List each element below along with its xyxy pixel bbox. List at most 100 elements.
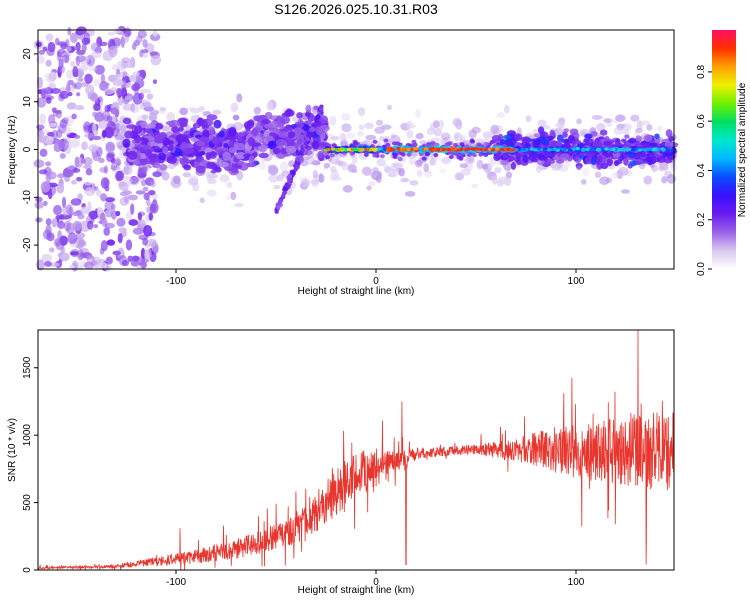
spectrogram-cell: [576, 118, 582, 125]
spectrogram-cell: [35, 217, 43, 223]
spectrogram-cell: [576, 165, 582, 170]
snr-frame: [37, 329, 675, 571]
spectrogram-cell: [635, 127, 644, 134]
spectrogram-cell: [65, 46, 72, 52]
spectrogram-cell: [648, 142, 658, 147]
spectrogram-cell: [529, 147, 534, 151]
spectrogram-cell: [218, 130, 225, 138]
spectrogram-cell: [575, 146, 580, 151]
snr-y-tick-label: 1500: [22, 356, 33, 379]
spectrogram-cell: [352, 139, 358, 144]
spectrogram-cell: [365, 147, 370, 152]
spectrogram-cell: [85, 168, 93, 176]
spectrogram-cell: [377, 147, 383, 151]
spectrogram-cell: [315, 114, 320, 120]
spectrogram-cell: [148, 242, 157, 247]
spectrogram-cell: [288, 174, 293, 179]
spectrogram-cell: [624, 134, 630, 139]
spectrogram-cell: [295, 160, 300, 166]
spectrogram-cell: [251, 128, 259, 137]
spectrogram-cell: [127, 194, 139, 201]
spectrogram-cell: [143, 225, 153, 237]
spectrogram-cell: [159, 106, 166, 115]
spectrogram-cell: [61, 126, 72, 136]
spectrogram-cell: [104, 104, 111, 113]
spectrogram-cell: [230, 167, 238, 174]
spectrogram-cell: [629, 160, 637, 167]
spectrogram-cell: [100, 193, 108, 202]
spectrogram-cell: [561, 138, 569, 144]
spectrogram-cell: [345, 132, 356, 139]
spectrogram-cell: [45, 161, 52, 167]
spectrogram-cell: [100, 240, 108, 252]
spectrogram-cell: [426, 127, 436, 136]
spectrogram-cell: [368, 181, 376, 186]
spectrogram-cell: [341, 113, 351, 121]
spectrogram-cell: [365, 134, 377, 141]
spectrogram-cell: [152, 79, 158, 85]
spectrogram-cell: [204, 147, 212, 153]
spectrogram-cell: [547, 135, 555, 141]
spectrogram-cell: [613, 127, 623, 136]
spectrogram-cell: [142, 102, 152, 108]
spectrogram-cell: [100, 177, 110, 189]
spectrogram-cell: [50, 87, 61, 95]
spectrogram-cell: [413, 147, 419, 151]
spectrogram-cell: [372, 153, 378, 158]
spectrogram-cell: [298, 151, 304, 156]
spectrogram-cell: [81, 141, 88, 151]
spectrogram-cell: [143, 249, 152, 260]
spectrogram-cell: [115, 138, 123, 147]
spectrogram-cell: [329, 115, 337, 126]
spectrogram-cell: [426, 142, 432, 147]
spectrogram-cell: [536, 147, 542, 151]
spectrogram-cell: [206, 171, 213, 182]
spectrogram-cell: [226, 195, 232, 200]
spectrogram-cell: [282, 190, 287, 195]
spectrogram-cell: [45, 136, 54, 146]
spectrogram-cell: [499, 141, 505, 146]
spectrogram-cell: [198, 136, 210, 142]
spectrogram-cell: [64, 52, 70, 64]
spectrogram-cell: [105, 208, 113, 218]
spectrogram-cell: [604, 147, 609, 151]
spectrogram-cell: [147, 239, 157, 244]
spectrogram-cell: [132, 92, 143, 105]
spectrogram-cell: [317, 150, 324, 159]
spectrogram-cell: [618, 166, 629, 176]
spectrogram-cell: [597, 155, 603, 163]
spectrogram-cell: [92, 123, 97, 134]
spectrogram-cell: [189, 107, 201, 114]
spectrogram-cell: [124, 30, 131, 38]
spectrogram-cell: [621, 128, 630, 134]
spectrogram-cell: [370, 147, 376, 151]
spectrogram-cell: [590, 157, 596, 166]
spectrogram-cell: [665, 129, 673, 138]
spectrogram-cell: [346, 148, 352, 152]
spectrogram-cell: [621, 189, 631, 194]
colorbar-tick-label: 0.8: [696, 64, 707, 78]
spectrogram-cell: [146, 128, 153, 134]
spectrogram-cell: [652, 147, 658, 151]
spectrogram-cell: [41, 253, 52, 262]
colorbar-tick-label: 0.0: [696, 262, 707, 276]
spectrogram-cell: [591, 115, 603, 120]
spectrogram-cell: [55, 110, 62, 115]
spectrogram-cell: [153, 134, 165, 144]
spectrogram-cell: [400, 177, 410, 183]
spectrogram-cell: [654, 133, 660, 140]
spectrogram-cell: [199, 197, 205, 203]
spectrogram-cell: [139, 101, 145, 110]
spectrogram-cell: [78, 82, 90, 87]
spectrogram-cell: [293, 127, 302, 136]
spectrogram-cell: [114, 156, 121, 164]
spectrogram-cell: [142, 38, 148, 48]
spectrogram-cell: [48, 71, 57, 82]
spectrogram-cell: [67, 26, 72, 36]
spectrogram-cell: [63, 167, 74, 178]
spectrogram-cell: [552, 147, 558, 151]
snr-x-tick-label: 0: [373, 577, 379, 588]
spectrogram-cell: [481, 163, 489, 170]
spectrogram-cell: [116, 217, 126, 227]
spectrogram-cell: [84, 84, 95, 96]
